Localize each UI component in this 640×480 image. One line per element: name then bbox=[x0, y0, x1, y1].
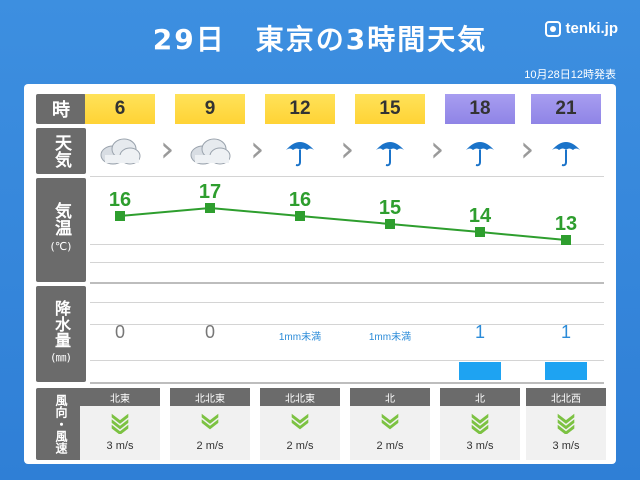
temperature-point bbox=[115, 211, 125, 221]
wind-cell: 北北東 2 m/s bbox=[170, 388, 250, 460]
divider bbox=[90, 176, 604, 177]
wind-arrow-icon bbox=[288, 410, 312, 434]
row-label-wind: 風向・風速 bbox=[36, 388, 86, 460]
row-label-temp-text: 気温 bbox=[51, 202, 71, 236]
gridline bbox=[90, 302, 604, 303]
wind-speed: 2 m/s bbox=[196, 440, 224, 452]
wind-cell: 北 3 m/s bbox=[440, 388, 520, 460]
row-label-wind-text: 風向・風速 bbox=[54, 394, 68, 454]
brand-name: tenki.jp bbox=[565, 20, 618, 37]
wind-arrow-icon bbox=[198, 410, 222, 434]
temperature-label: 17 bbox=[199, 181, 221, 203]
row-label-rain-unit: (㎜) bbox=[51, 351, 71, 364]
temperature-label: 16 bbox=[109, 189, 131, 211]
gridline bbox=[90, 324, 604, 325]
precipitation-label: 0 bbox=[204, 322, 215, 342]
temperature-label: 14 bbox=[469, 205, 492, 227]
chevron-right-icon: › bbox=[430, 129, 445, 170]
gridline bbox=[90, 360, 604, 361]
time-cell: 12 bbox=[265, 94, 335, 124]
temperature-point bbox=[295, 211, 305, 221]
wind-cell: 北北西 3 m/s bbox=[526, 388, 606, 460]
time-cell: 15 bbox=[355, 94, 425, 124]
wind-speed: 3 m/s bbox=[466, 440, 494, 452]
wind-speed: 3 m/s bbox=[552, 440, 580, 452]
wind-arrow-icon bbox=[554, 410, 578, 435]
precipitation-label: 1mm未満 bbox=[368, 332, 412, 343]
temperature-label: 15 bbox=[379, 197, 401, 219]
wind-direction: 北東 bbox=[80, 388, 160, 406]
time-cell: 6 bbox=[85, 94, 155, 124]
chevron-right-icon: › bbox=[250, 129, 265, 170]
forecast-panel: 時 天気 気温 (℃) 降水量 (㎜) 風向・風速 16 17 16 15 14 13 6… bbox=[24, 84, 616, 464]
wind-direction: 北北西 bbox=[526, 388, 606, 406]
wind-arrow-icon bbox=[108, 410, 132, 435]
temperature-line bbox=[119, 206, 567, 241]
temperature-point bbox=[475, 227, 485, 237]
row-label-temp-unit: (℃) bbox=[50, 240, 72, 253]
precipitation-bar bbox=[545, 362, 587, 380]
temperature-label: 13 bbox=[555, 213, 577, 235]
wind-direction: 北北東 bbox=[260, 388, 340, 406]
chevron-right-icon: › bbox=[160, 129, 175, 170]
precipitation-label: 1mm未満 bbox=[278, 332, 322, 343]
issued-time: 10月28日12時発表 bbox=[524, 69, 616, 81]
chevron-right-icon: › bbox=[340, 129, 355, 170]
gridline bbox=[90, 262, 604, 263]
brand-mark-icon bbox=[545, 20, 562, 37]
row-label-time: 時 bbox=[36, 94, 86, 124]
temperature-point bbox=[205, 203, 215, 213]
umbrella-icon bbox=[355, 130, 425, 172]
temperature-label: 16 bbox=[289, 189, 311, 211]
brand-logo[interactable]: tenki.jp bbox=[545, 20, 618, 37]
temperature-point bbox=[561, 235, 571, 245]
precipitation-bar bbox=[459, 362, 501, 380]
chevron-right-icon: › bbox=[520, 129, 535, 170]
wind-cell: 北北東 2 m/s bbox=[260, 388, 340, 460]
cloud-icon bbox=[85, 130, 155, 172]
time-cell: 21 bbox=[531, 94, 601, 124]
row-label-weather-text: 天気 bbox=[51, 134, 71, 168]
wind-arrow-icon bbox=[378, 410, 402, 434]
cloud-icon bbox=[175, 130, 245, 172]
time-cell: 18 bbox=[445, 94, 515, 124]
gridline bbox=[90, 244, 604, 245]
precipitation-label: 1 bbox=[474, 322, 485, 342]
time-cell: 9 bbox=[175, 94, 245, 124]
wind-speed: 2 m/s bbox=[376, 440, 404, 452]
umbrella-icon bbox=[445, 130, 515, 172]
wind-speed: 2 m/s bbox=[286, 440, 314, 452]
wind-cell: 北 2 m/s bbox=[350, 388, 430, 460]
precipitation-label: 1 bbox=[560, 322, 571, 342]
row-label-temp: 気温 (℃) bbox=[36, 178, 86, 282]
row-label-weather: 天気 bbox=[36, 128, 86, 174]
temperature-chart: 16 17 16 15 14 13 bbox=[109, 181, 577, 245]
wind-direction: 北 bbox=[440, 388, 520, 406]
precipitation-label: 0 bbox=[114, 322, 125, 342]
temperature-point bbox=[385, 219, 395, 229]
row-label-rain-text: 降水量 bbox=[52, 300, 71, 348]
divider bbox=[90, 382, 604, 384]
row-label-rain: 降水量 (㎜) bbox=[36, 286, 86, 382]
wind-speed: 3 m/s bbox=[106, 440, 134, 452]
wind-arrow-icon bbox=[468, 410, 492, 435]
umbrella-icon bbox=[265, 130, 335, 172]
wind-direction: 北 bbox=[350, 388, 430, 406]
divider bbox=[90, 282, 604, 284]
page-title: 29日 東京の3時間天気 bbox=[152, 23, 488, 56]
wind-cell: 北東 3 m/s bbox=[80, 388, 160, 460]
umbrella-icon bbox=[531, 130, 601, 172]
wind-direction: 北北東 bbox=[170, 388, 250, 406]
